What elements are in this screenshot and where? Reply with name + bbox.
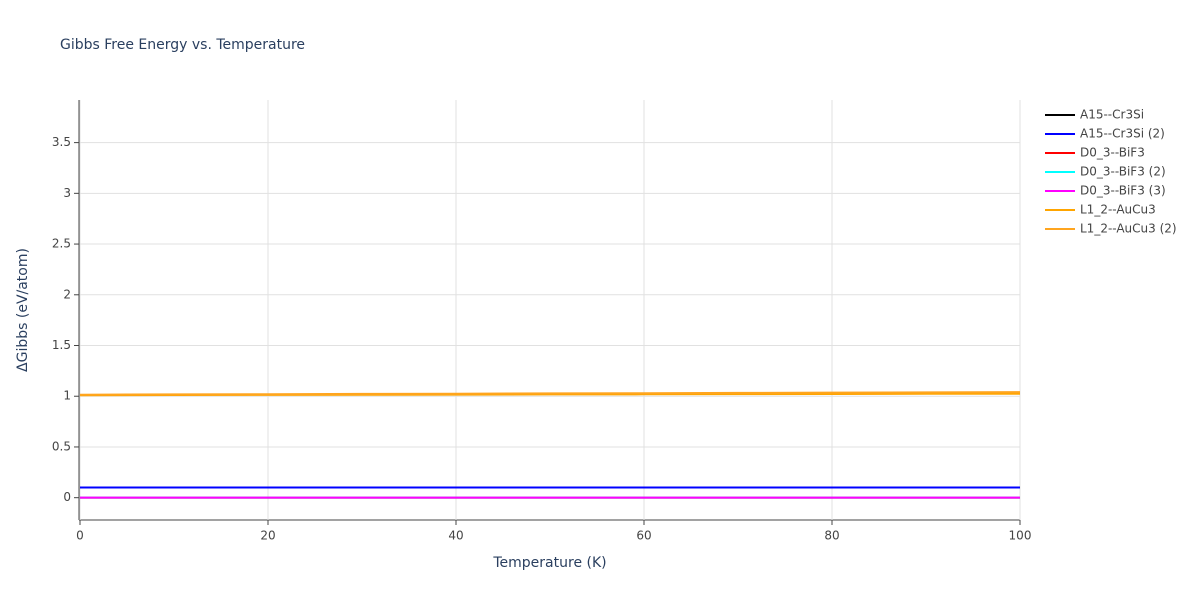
- y-tick-label: 3: [63, 186, 71, 200]
- legend-label: D0_3--BiF3: [1080, 146, 1145, 160]
- x-tick-label: 80: [824, 529, 839, 543]
- x-tick-label: 100: [1009, 529, 1032, 543]
- x-tick-label: 20: [260, 529, 275, 543]
- y-tick-label: 1: [63, 389, 71, 403]
- series-line: [79, 391, 1021, 396]
- legend-label: A15--Cr3Si: [1080, 108, 1144, 122]
- y-tick-label: 2.5: [52, 237, 71, 251]
- x-axis-title: Temperature (K): [492, 555, 606, 571]
- y-tick-label: 3.5: [52, 135, 71, 149]
- legend-label: D0_3--BiF3 (2): [1080, 165, 1166, 179]
- y-tick-label: 0: [63, 490, 71, 504]
- chart-title: Gibbs Free Energy vs. Temperature: [60, 37, 305, 53]
- y-tick-label: 1.5: [52, 338, 71, 352]
- legend-label: D0_3--BiF3 (3): [1080, 184, 1166, 198]
- legend-label: A15--Cr3Si (2): [1080, 127, 1165, 141]
- x-tick-label: 0: [76, 529, 84, 543]
- x-tick-label: 60: [636, 529, 651, 543]
- y-axis-title: ΔGibbs (eV/atom): [15, 248, 31, 372]
- y-tick-label: 0.5: [52, 439, 71, 453]
- x-tick-label: 40: [448, 529, 463, 543]
- legend-label: L1_2--AuCu3: [1080, 203, 1156, 217]
- y-tick-label: 2: [63, 287, 71, 301]
- legend-label: L1_2--AuCu3 (2): [1080, 222, 1177, 236]
- grid: [79, 100, 1021, 520]
